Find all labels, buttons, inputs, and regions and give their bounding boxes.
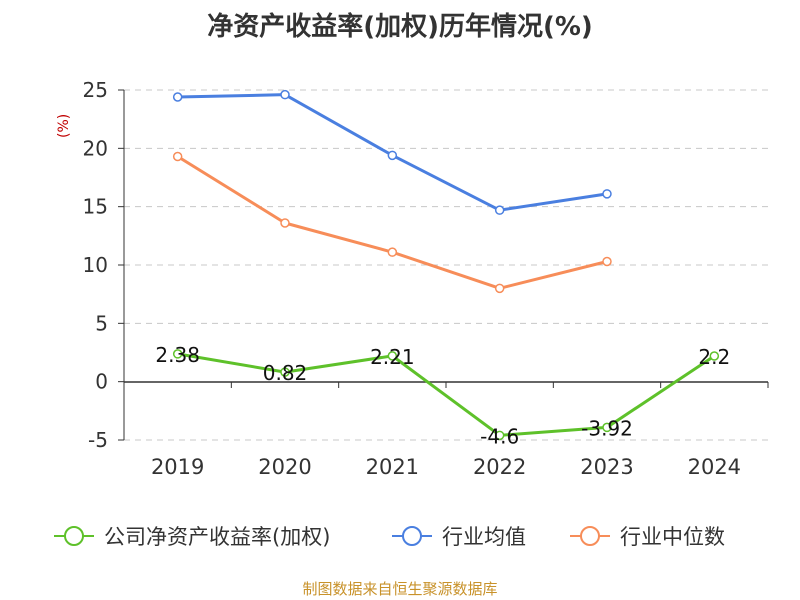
legend-line-icon	[570, 526, 610, 546]
legend-item-company[interactable]: 公司净资产收益率(加权)	[52, 520, 330, 552]
x-tick-label: 2020	[258, 455, 311, 479]
data-label: -3.92	[581, 416, 633, 440]
data-point	[387, 150, 398, 161]
data-point	[602, 422, 612, 433]
legend-label: 行业均值	[442, 525, 526, 549]
y-tick-label: 5	[95, 311, 108, 335]
x-tick-label: 2022	[473, 455, 526, 479]
x-tick-label: 2021	[366, 455, 419, 479]
data-label: 2.2	[698, 345, 730, 369]
data-point	[602, 256, 612, 267]
data-label: -4.6	[480, 424, 519, 448]
data-point	[602, 189, 612, 199]
y-tick-label: -5	[88, 428, 108, 452]
series-line	[177, 352, 716, 437]
legend-item-industry-median[interactable]: 行业中位数	[568, 520, 725, 552]
y-tick-label: 25	[83, 78, 108, 102]
data-point	[172, 92, 183, 102]
data-point	[387, 247, 398, 257]
data-point	[387, 351, 398, 361]
y-tick-label: 15	[83, 195, 108, 219]
data-point	[172, 151, 183, 162]
y-tick-label: 10	[83, 253, 108, 277]
legend-line-icon	[392, 526, 432, 546]
x-tick-label: 2023	[580, 455, 633, 479]
data-point	[172, 349, 183, 359]
y-tick-label: 0	[95, 370, 108, 394]
data-point	[280, 218, 290, 228]
data-point	[494, 205, 505, 215]
data-point	[280, 367, 290, 377]
legend: 公司净资产收益率(加权) 行业均值 行业中位数	[0, 520, 800, 552]
data-label: 0.82	[263, 361, 308, 385]
y-tick-label: 20	[83, 136, 108, 160]
x-tick-label: 2024	[688, 455, 741, 479]
chart-title: 净资产收益率(加权)历年情况(%)	[207, 12, 593, 42]
x-tick-label: 2019	[151, 455, 204, 479]
data-label: 2.21	[370, 345, 415, 369]
data-point	[709, 351, 720, 361]
data-label: 2.38	[155, 343, 200, 367]
legend-item-industry-average[interactable]: 行业均值	[390, 520, 526, 552]
data-source-note: 制图数据来自恒生聚源数据库	[302, 580, 498, 598]
legend-label: 行业中位数	[620, 525, 725, 549]
data-point	[280, 89, 290, 100]
legend-label: 公司净资产收益率(加权)	[104, 525, 331, 549]
data-point	[494, 283, 505, 294]
series-line	[176, 155, 608, 290]
legend-line-icon	[54, 526, 94, 546]
data-point	[494, 430, 505, 441]
